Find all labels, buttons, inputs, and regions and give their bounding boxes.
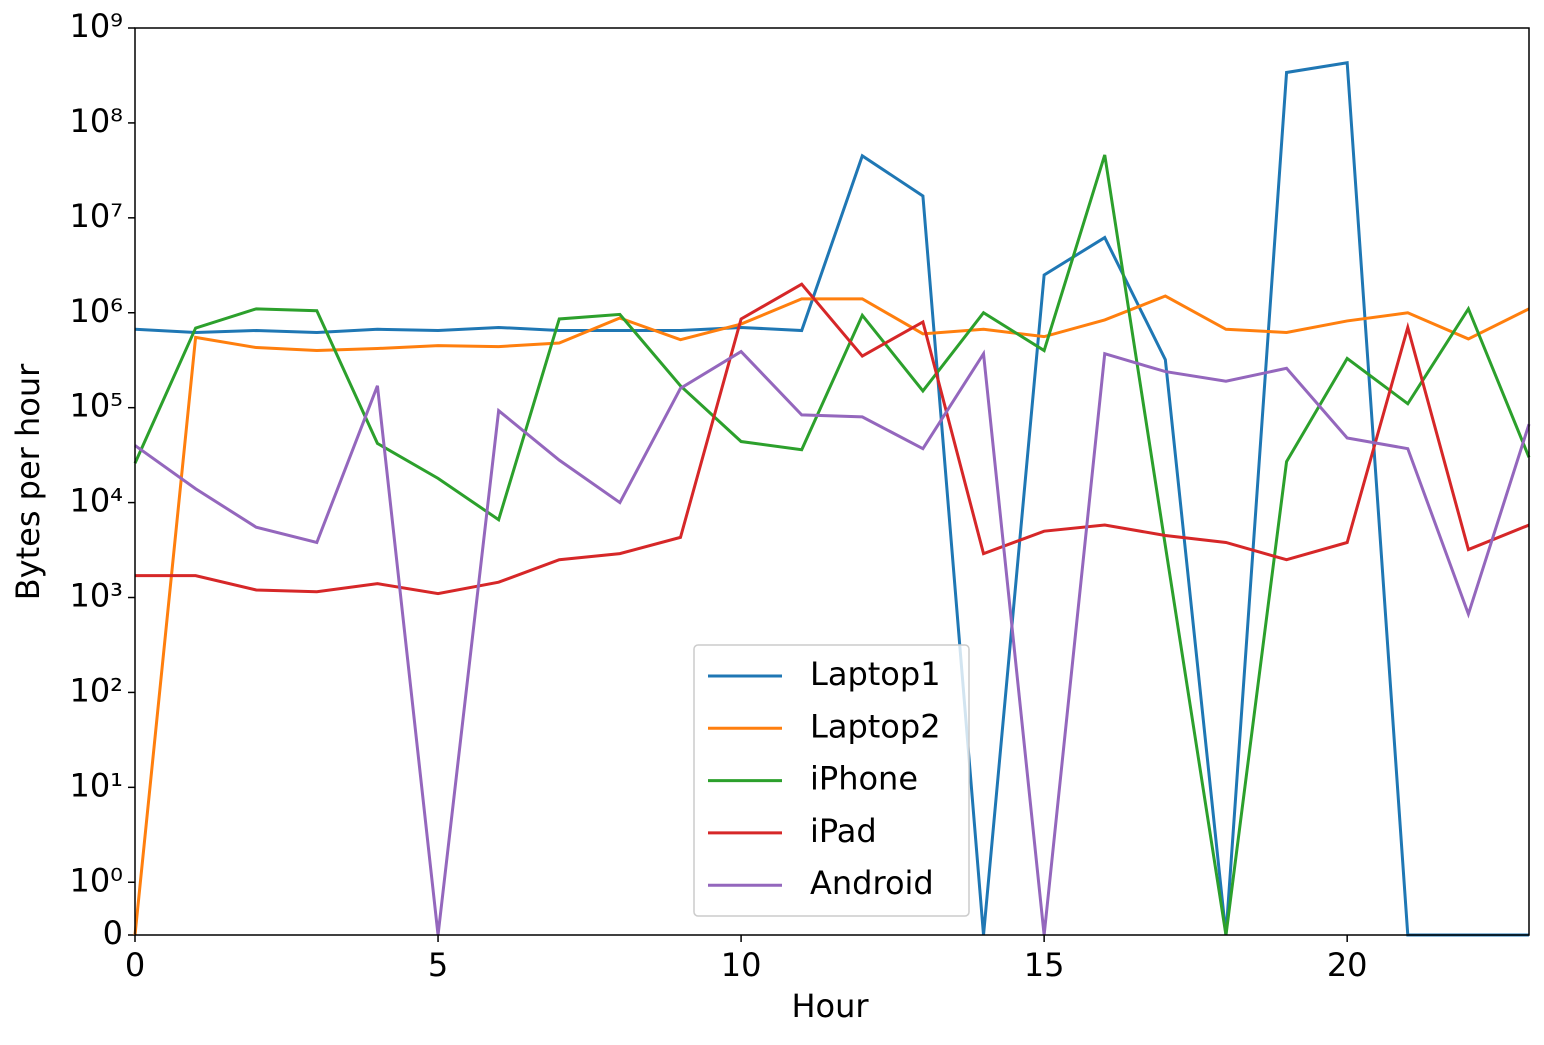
y-tick-label: 10⁴ bbox=[69, 482, 123, 520]
y-tick-label: 10⁰ bbox=[69, 861, 123, 899]
y-tick-label: 10² bbox=[69, 671, 123, 709]
line bbox=[134, 61, 1529, 937]
x-tick-label: 10 bbox=[721, 946, 762, 984]
legend-box bbox=[693, 644, 970, 917]
y-axis-label: Bytes per hour bbox=[9, 363, 47, 600]
line bbox=[133, 294, 1530, 936]
legend-label: iPad bbox=[810, 812, 877, 850]
x-tick-label: 0 bbox=[125, 946, 145, 984]
x-tick-label: 20 bbox=[1327, 946, 1368, 984]
plot-frame bbox=[134, 27, 1530, 936]
y-tick-label: 10³ bbox=[69, 577, 123, 615]
line bbox=[135, 282, 1530, 596]
y-tick-label: 10¹ bbox=[69, 766, 123, 804]
legend-label: iPhone bbox=[810, 760, 918, 798]
legend-label: Android bbox=[810, 864, 934, 902]
line bbox=[133, 154, 1531, 936]
y-tick-label: 10⁷ bbox=[69, 197, 123, 235]
line bbox=[134, 349, 1531, 936]
y-tick-label: 10⁵ bbox=[69, 387, 123, 425]
y-tick-label: 0 bbox=[103, 914, 123, 952]
x-tick-label: 5 bbox=[428, 946, 448, 984]
legend-label: Laptop2 bbox=[810, 707, 941, 745]
y-tick-label: 10⁶ bbox=[69, 292, 123, 330]
legend-label: Laptop1 bbox=[810, 655, 941, 693]
x-tick-label: 15 bbox=[1024, 946, 1065, 984]
y-tick-label: 10⁸ bbox=[69, 102, 123, 140]
x-axis-label: Hour bbox=[791, 987, 869, 1025]
y-tick-label: 10⁹ bbox=[69, 7, 123, 45]
